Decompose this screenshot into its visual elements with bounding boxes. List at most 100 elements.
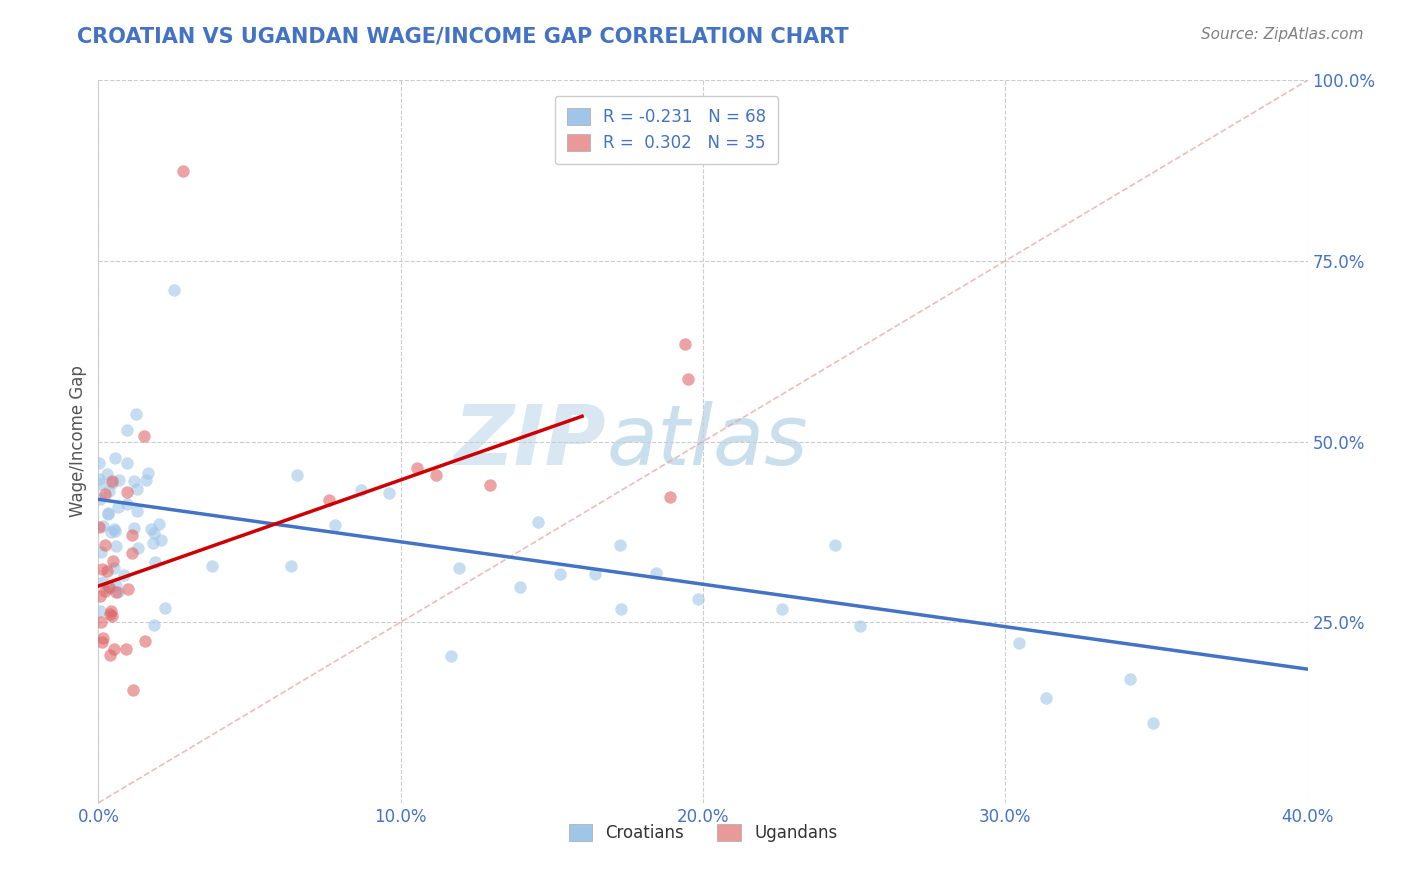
Point bbox=[104, 451, 127, 466]
Point bbox=[127, 482, 149, 496]
Point bbox=[89, 589, 111, 603]
Point bbox=[93, 518, 115, 533]
Point bbox=[101, 474, 124, 488]
Text: ZIP: ZIP bbox=[454, 401, 606, 482]
Point bbox=[548, 566, 571, 581]
Point bbox=[117, 582, 139, 596]
Point bbox=[97, 507, 120, 521]
Point bbox=[136, 466, 159, 480]
Point bbox=[425, 468, 447, 483]
Point bbox=[103, 522, 125, 536]
Point bbox=[150, 533, 173, 548]
Point bbox=[609, 538, 631, 552]
Point bbox=[90, 634, 112, 648]
Point bbox=[405, 461, 427, 475]
Point bbox=[96, 564, 118, 578]
Point bbox=[104, 585, 127, 599]
Point bbox=[172, 163, 194, 178]
Point bbox=[849, 618, 872, 632]
Point bbox=[89, 477, 111, 491]
Point bbox=[449, 561, 471, 575]
Point bbox=[686, 592, 709, 607]
Point bbox=[824, 538, 846, 552]
Point bbox=[127, 504, 149, 518]
Point bbox=[101, 554, 124, 568]
Point bbox=[100, 476, 122, 491]
Y-axis label: Wage/Income Gap: Wage/Income Gap bbox=[69, 366, 87, 517]
Point bbox=[108, 473, 131, 487]
Point bbox=[121, 528, 143, 542]
Point bbox=[105, 578, 128, 592]
Point bbox=[350, 483, 373, 498]
Point bbox=[103, 561, 125, 575]
Point bbox=[96, 467, 118, 481]
Point bbox=[770, 602, 793, 616]
Point bbox=[101, 609, 124, 624]
Point bbox=[1035, 690, 1057, 705]
Point bbox=[148, 517, 170, 532]
Point bbox=[163, 283, 186, 297]
Point bbox=[318, 492, 340, 507]
Point bbox=[117, 484, 139, 499]
Point bbox=[89, 472, 111, 486]
Point bbox=[135, 473, 157, 487]
Point bbox=[117, 423, 139, 437]
Point bbox=[89, 604, 111, 618]
Point bbox=[98, 648, 121, 662]
Point bbox=[97, 581, 120, 595]
Point bbox=[103, 641, 125, 656]
Point bbox=[201, 559, 224, 574]
Point bbox=[93, 538, 115, 552]
Point bbox=[378, 485, 401, 500]
Point bbox=[121, 545, 143, 559]
Point bbox=[479, 478, 502, 492]
Point bbox=[1008, 636, 1031, 650]
Point bbox=[285, 468, 308, 483]
Point bbox=[94, 486, 117, 500]
Point bbox=[676, 372, 699, 386]
Point bbox=[93, 583, 115, 598]
Point bbox=[89, 545, 111, 559]
Point bbox=[143, 525, 166, 540]
Point bbox=[509, 580, 531, 594]
Point bbox=[114, 567, 136, 582]
Point bbox=[100, 524, 122, 539]
Point bbox=[143, 618, 166, 632]
Point bbox=[440, 649, 463, 664]
Point bbox=[125, 408, 148, 422]
Text: CROATIAN VS UGANDAN WAGE/INCOME GAP CORRELATION CHART: CROATIAN VS UGANDAN WAGE/INCOME GAP CORR… bbox=[77, 27, 849, 46]
Point bbox=[122, 521, 145, 535]
Point bbox=[132, 429, 155, 443]
Point bbox=[97, 581, 120, 595]
Text: Source: ZipAtlas.com: Source: ZipAtlas.com bbox=[1201, 27, 1364, 42]
Point bbox=[93, 631, 115, 645]
Point bbox=[1142, 716, 1164, 731]
Point bbox=[134, 634, 156, 648]
Point bbox=[527, 516, 550, 530]
Point bbox=[107, 500, 129, 515]
Point bbox=[121, 682, 143, 697]
Point bbox=[100, 607, 122, 622]
Point bbox=[122, 475, 145, 489]
Point bbox=[107, 585, 129, 599]
Legend: Croatians, Ugandans: Croatians, Ugandans bbox=[562, 817, 844, 848]
Point bbox=[675, 337, 697, 351]
Point bbox=[90, 615, 112, 630]
Point bbox=[89, 456, 111, 470]
Point bbox=[1119, 672, 1142, 686]
Point bbox=[143, 555, 166, 569]
Point bbox=[98, 484, 121, 499]
Point bbox=[115, 641, 138, 656]
Point bbox=[89, 519, 111, 533]
Point bbox=[105, 539, 128, 553]
Point bbox=[610, 601, 633, 615]
Point bbox=[115, 497, 138, 511]
Point bbox=[644, 566, 666, 580]
Point bbox=[280, 558, 302, 573]
Point bbox=[141, 523, 163, 537]
Point bbox=[323, 517, 346, 532]
Text: atlas: atlas bbox=[606, 401, 808, 482]
Point bbox=[93, 575, 115, 590]
Point bbox=[583, 567, 606, 582]
Point bbox=[142, 536, 165, 550]
